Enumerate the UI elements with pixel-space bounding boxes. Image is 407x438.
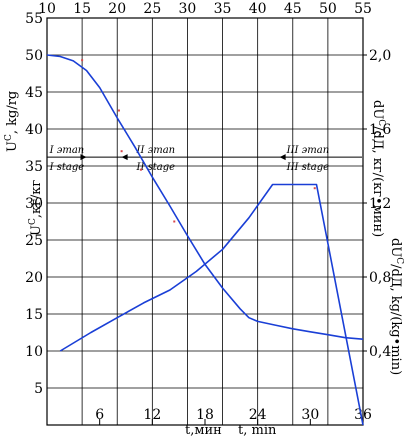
data-point-marker: [173, 220, 176, 223]
data-point-marker: [139, 168, 142, 171]
stage-label-en: II stage: [136, 162, 176, 173]
series-lines: [46, 54, 364, 426]
right-tick-label: 1,6: [369, 122, 391, 138]
right-tick-label: 0,4: [369, 344, 391, 360]
right-axis-ticks: 0,4 0,8 1,2 1,6 2,0: [363, 48, 391, 360]
left-tick-label: 20: [25, 270, 43, 286]
data-point-marker: [117, 109, 120, 112]
bottom-tick-label: 30: [301, 407, 319, 423]
left-tick-label: 30: [25, 196, 43, 212]
left-axis-label-en: UC, kg/rg: [4, 91, 20, 152]
left-tick-label: 45: [25, 85, 43, 101]
bottom-tick-label: 24: [249, 407, 267, 423]
left-axis-ticks: 5 10 15 20 25 30 35 40 45 50 55: [25, 11, 43, 397]
top-axis-ticks: 10 15 20 25 30 35 40 45 50 55: [38, 1, 372, 17]
plot-border: [46, 17, 364, 426]
left-tick-label: 10: [25, 344, 43, 360]
right-tick-label: 2,0: [369, 48, 391, 64]
top-tick-label: 20: [108, 1, 126, 17]
top-tick-label: 40: [249, 1, 267, 17]
bottom-tick-label: 18: [196, 407, 214, 423]
right-axis-label-en: dUC/dД, kg/(kg•min): [388, 238, 404, 375]
top-tick-label: 15: [73, 1, 91, 17]
top-tick-label: 45: [284, 1, 302, 17]
left-tick-label: 25: [25, 233, 43, 249]
drying-rate-line: [59, 183, 364, 426]
grid-lines: [47, 18, 363, 425]
left-tick-label: 40: [25, 122, 43, 138]
bottom-tick-label: 12: [143, 407, 161, 423]
moisture-content-line: [46, 54, 364, 340]
bottom-axis-label-en: t, min: [238, 423, 277, 438]
stage-label-ru: II этап: [136, 145, 176, 156]
plot-frame: [46, 17, 364, 426]
right-tick-label: 0,8: [369, 270, 391, 286]
data-point-marker: [313, 187, 316, 190]
left-axis-label-ru: UC,кг/кг: [28, 180, 44, 236]
stage-label-en: III stage: [286, 162, 330, 173]
left-tick-label: 35: [25, 159, 43, 175]
stage-arrow-head: [80, 154, 87, 161]
top-tick-label: 55: [354, 1, 372, 17]
stage-annotations: I этап I stage II этап II stage III этап III …: [47, 145, 362, 173]
left-tick-label: 50: [25, 48, 43, 64]
top-tick-label: 30: [179, 1, 197, 17]
left-tick-label: 55: [25, 11, 43, 27]
left-tick-label: 15: [25, 307, 43, 323]
left-tick-label: 5: [34, 381, 43, 397]
stage-label-ru: I этап: [49, 145, 85, 156]
stage-arrow-head: [279, 154, 286, 161]
right-tick-label: 1,2: [369, 196, 391, 212]
data-point-marker: [120, 150, 123, 153]
bottom-tick-label: 36: [354, 407, 372, 423]
stage-label-en: I stage: [49, 162, 85, 173]
stage-arrow-head: [121, 154, 128, 161]
top-tick-label: 35: [214, 1, 232, 17]
right-axis-label-ru: dUC/dД, кг/(кг•мин): [370, 100, 386, 237]
scatter-points: [81, 59, 316, 223]
stage-label-ru: III этап: [286, 145, 330, 156]
bottom-axis-ticks: 6 12 18 24 30 36: [95, 407, 372, 425]
top-tick-label: 10: [38, 1, 56, 17]
bottom-axis-label-ru: t,мин: [185, 423, 222, 438]
top-tick-label: 50: [319, 1, 337, 17]
data-point-marker: [81, 59, 84, 62]
bottom-tick-label: 6: [95, 407, 104, 423]
top-tick-label: 25: [143, 1, 161, 17]
